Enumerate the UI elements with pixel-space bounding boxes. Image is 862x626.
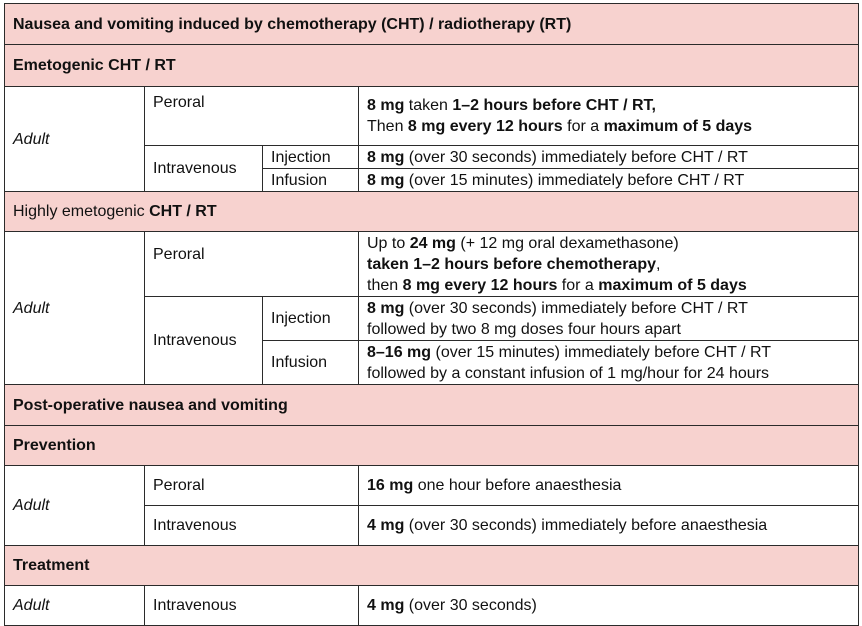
- dose-intravenous: 4 mg (over 30 seconds) immediately befor…: [358, 505, 859, 546]
- route-intravenous: Intravenous: [144, 585, 359, 626]
- section-heading-text: Highly emetogenic: [13, 203, 150, 220]
- dose-text: (over 30 seconds) immediately before CHT…: [404, 299, 748, 317]
- method-infusion: Infusion: [262, 340, 359, 385]
- dose-text: (+ 12 mg oral dexamethasone): [455, 234, 679, 252]
- dose-text: (over 30 seconds): [404, 597, 537, 614]
- dose-infusion: 8 mg (over 15 minutes) immediately befor…: [358, 168, 859, 192]
- dose-text: (over 15 minutes) immediately before CHT…: [404, 171, 745, 189]
- dose-line-2: taken 1–2 hours before chemotherapy,: [367, 254, 850, 275]
- dose-text: one hour before anaesthesia: [413, 477, 622, 494]
- dose-amount: 8–16 mg: [367, 343, 432, 361]
- route-peroral: Peroral: [144, 86, 359, 146]
- dose-amount: 4 mg: [367, 597, 405, 614]
- subsection-heading-prevention: Prevention: [4, 425, 859, 466]
- dose-text: (over 30 seconds) immediately before ana…: [404, 517, 768, 534]
- dose-line-3: then 8 mg every 12 hours for a maximum o…: [367, 275, 850, 296]
- dose-text: Up to: [367, 234, 410, 252]
- population-adult: Adult: [4, 231, 145, 385]
- dose-amount: 8 mg: [367, 97, 405, 114]
- dose-amount: 24 mg: [409, 234, 456, 252]
- method-infusion: Infusion: [262, 168, 359, 192]
- dose-line-1: Up to 24 mg (+ 12 mg oral dexamethasone): [367, 233, 850, 254]
- table-row: Intravenous Injection 8 mg (over 30 seco…: [5, 296, 859, 385]
- dose-amount: 8 mg: [367, 299, 405, 317]
- table-row: Infusion 8 mg (over 15 minutes) immediat…: [5, 168, 859, 192]
- method-injection: Injection: [262, 145, 359, 169]
- section-heading-highly-emetogenic: Highly emetogenic CHT / RT: [4, 191, 859, 232]
- title-row: Nausea and vomiting induced by chemother…: [4, 3, 859, 45]
- route-intravenous: Intravenous: [144, 145, 263, 192]
- dose-text: Then: [367, 118, 408, 135]
- section-heading-postoperative: Post-operative nausea and vomiting: [4, 384, 859, 426]
- dose-timing: 1–2 hours before CHT / RT,: [452, 97, 656, 114]
- dose-injection: 8 mg (over 30 seconds) immediately befor…: [358, 145, 859, 169]
- dose-peroral: Up to 24 mg (+ 12 mg oral dexamethasone)…: [358, 231, 859, 297]
- route-peroral: Peroral: [144, 465, 359, 506]
- dose-text: taken: [404, 97, 453, 114]
- population-adult: Adult: [4, 585, 145, 626]
- table-title: Nausea and vomiting induced by chemother…: [4, 3, 859, 45]
- section-row: Emetogenic CHT / RT: [4, 44, 859, 87]
- table-row: Adult Peroral Up to 24 mg (+ 12 mg oral …: [4, 231, 859, 385]
- dose-amount: 8 mg every 12 hours: [402, 276, 558, 294]
- dose-line-2: Then 8 mg every 12 hours for a maximum o…: [367, 116, 850, 137]
- section-heading-text: CHT / RT: [149, 203, 217, 220]
- dose-amount: 8 mg: [367, 171, 405, 189]
- dose-timing: taken 1–2 hours before chemotherapy: [367, 255, 656, 273]
- route-intravenous: Intravenous: [144, 296, 263, 385]
- dose-text: for a: [557, 276, 599, 294]
- dose-amount: 8 mg every 12 hours: [407, 118, 563, 135]
- dose-text: for a: [562, 118, 604, 135]
- table-row: Adult Intravenous 4 mg (over 30 seconds): [4, 585, 859, 626]
- table-row: Infusion 8–16 mg (over 15 minutes) immed…: [5, 340, 859, 385]
- route-intravenous: Intravenous: [144, 505, 359, 546]
- section-row: Highly emetogenic CHT / RT: [4, 191, 859, 232]
- dose-text: ,: [655, 255, 661, 273]
- subsection-heading-treatment: Treatment: [4, 545, 859, 586]
- dose-amount: 4 mg: [367, 517, 405, 534]
- dose-text: (over 15 minutes) immediately before CHT…: [431, 343, 772, 361]
- dose-peroral: 8 mg taken 1–2 hours before CHT / RT, Th…: [358, 86, 859, 146]
- dose-text: (over 30 seconds) immediately before CHT…: [404, 148, 748, 166]
- dose-injection: 8 mg (over 30 seconds) immediately befor…: [358, 296, 859, 341]
- dose-text: then: [367, 276, 403, 294]
- dose-maximum: maximum of 5 days: [603, 118, 753, 135]
- route-peroral: Peroral: [144, 231, 359, 297]
- dosage-table: Nausea and vomiting induced by chemother…: [4, 3, 859, 626]
- dose-line-2: followed by a constant infusion of 1 mg/…: [367, 364, 770, 382]
- dose-amount: 16 mg: [367, 477, 414, 494]
- section-row: Treatment: [4, 545, 859, 586]
- dose-maximum: maximum of 5 days: [598, 276, 747, 294]
- dose-intravenous: 4 mg (over 30 seconds): [358, 585, 859, 626]
- section-row: Post-operative nausea and vomiting: [4, 384, 859, 426]
- dose-infusion: 8–16 mg (over 15 minutes) immediately be…: [358, 340, 859, 385]
- table-row: Adult Peroral 16 mg one hour before anae…: [4, 465, 859, 546]
- table-row: Adult Peroral 8 mg taken 1–2 hours befor…: [4, 86, 859, 192]
- section-row: Prevention: [4, 425, 859, 466]
- population-adult: Adult: [4, 86, 145, 192]
- dose-peroral: 16 mg one hour before anaesthesia: [358, 465, 859, 506]
- dose-line-2: followed by two 8 mg doses four hours ap…: [367, 320, 681, 338]
- dose-amount: 8 mg: [367, 148, 405, 166]
- population-adult: Adult: [4, 465, 145, 546]
- section-heading-emetogenic: Emetogenic CHT / RT: [4, 44, 859, 87]
- method-injection: Injection: [262, 296, 359, 341]
